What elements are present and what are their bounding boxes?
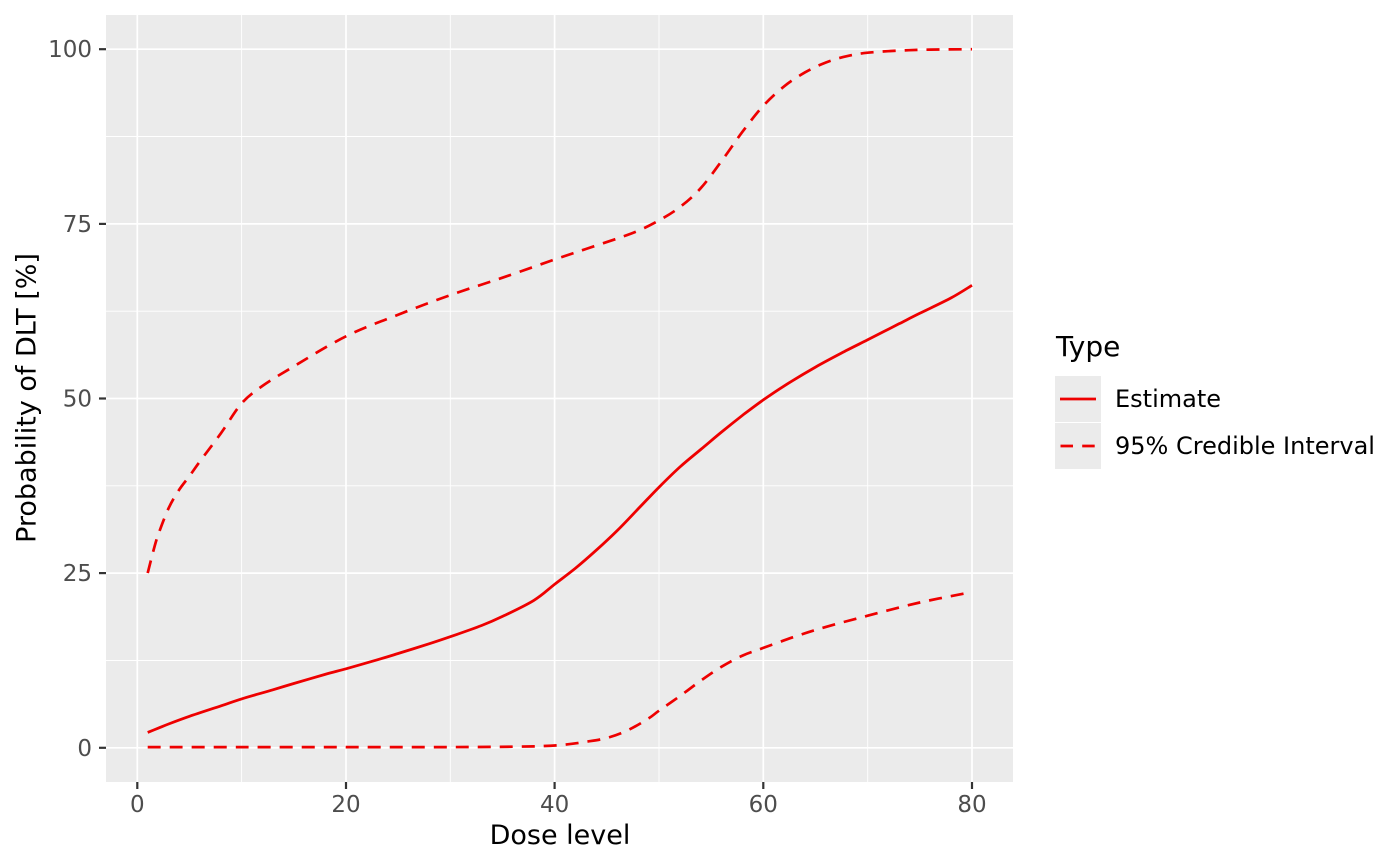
- x-tick-label: 20: [331, 792, 360, 818]
- legend-entry-credible-interval: 95% Credible Interval: [1055, 423, 1395, 469]
- solid-line-key-icon: [1055, 376, 1101, 422]
- series-line-ci-upper: [146, 47, 973, 574]
- y-tick-label: 75: [63, 212, 92, 238]
- legend-entry-estimate: Estimate: [1055, 376, 1395, 422]
- legend-label-estimate: Estimate: [1115, 385, 1222, 413]
- legend: Type Estimate 95% Credible Interval: [1055, 330, 1395, 470]
- legend-label-credible-interval: 95% Credible Interval: [1115, 432, 1375, 460]
- dashed-line-key-icon: [1055, 423, 1101, 469]
- y-tick-label: 0: [77, 736, 92, 762]
- x-tick-label: 80: [957, 792, 986, 818]
- x-tick-label: 0: [130, 792, 145, 818]
- series-line-ci-lower: [147, 590, 973, 749]
- x-tick-label: 60: [749, 792, 778, 818]
- y-tick-label: 50: [63, 387, 92, 413]
- y-axis-title: Probability of DLT [%]: [11, 253, 43, 543]
- legend-title: Type: [1056, 330, 1121, 363]
- x-axis-title: Dose level: [489, 820, 631, 851]
- y-tick-label: 100: [48, 37, 92, 63]
- x-tick-label: 40: [540, 792, 569, 818]
- series-line-estimate: [147, 284, 973, 734]
- y-tick-label: 25: [63, 561, 92, 587]
